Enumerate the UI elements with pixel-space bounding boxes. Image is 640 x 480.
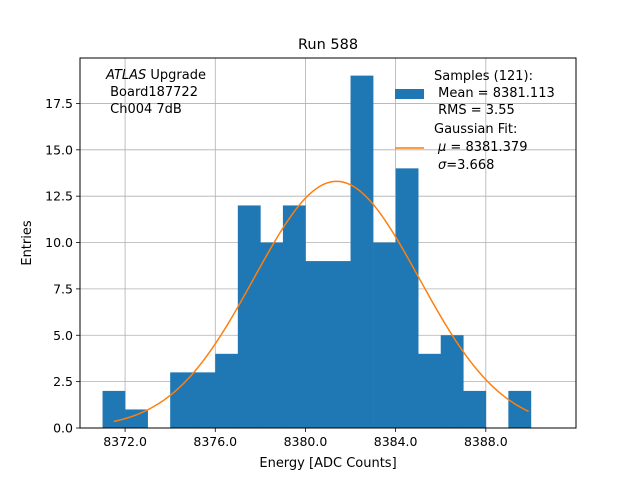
histogram-bar-4 <box>192 372 216 428</box>
legend-samples-title: Samples (121): <box>434 69 533 84</box>
legend-fit-sigma: σ=3.668 <box>438 158 494 173</box>
histogram-bar-18 <box>508 390 532 428</box>
x-axis-ticks: 8372.0 8376.0 8380.0 8384.0 8388.0 <box>103 428 508 449</box>
histogram-bar-3 <box>170 372 194 428</box>
x-tick-label-4: 8388.0 <box>464 434 508 449</box>
histogram-bar-6 <box>237 205 261 428</box>
histogram-bar-15 <box>440 335 464 428</box>
x-tick-label-0: 8372.0 <box>103 434 147 449</box>
annotation-line-2: Board187722 <box>106 85 198 100</box>
histogram-bar-13 <box>395 168 419 428</box>
histogram-bar-11 <box>350 75 374 428</box>
histogram-bar-10 <box>328 261 351 428</box>
y-tick-label-6: 15.0 <box>45 142 73 157</box>
histogram-bar-9 <box>305 261 329 428</box>
y-axis-ticks: 0.0 2.5 5.0 7.5 10.0 12.5 15.0 17.5 <box>45 96 80 436</box>
mu-value: = 8381.379 <box>446 140 527 155</box>
y-tick-label-3: 7.5 <box>53 281 73 296</box>
histogram-bar-14 <box>418 353 442 428</box>
legend-samples-swatch <box>395 89 424 99</box>
sigma-symbol: σ <box>438 158 447 173</box>
annotation-line-1: ATLAS Upgrade <box>105 68 206 83</box>
y-tick-label-0: 0.0 <box>53 421 73 436</box>
chart-title: Run 588 <box>298 37 358 53</box>
gaussian-fit-curve <box>113 180 529 423</box>
histogram-bar-7 <box>260 242 284 428</box>
atlas-label: ATLAS <box>105 68 146 83</box>
histogram-bar-16 <box>463 390 487 428</box>
histogram-bar-0 <box>102 390 126 428</box>
legend-fit-title: Gaussian Fit: <box>434 122 517 137</box>
y-tick-label-7: 17.5 <box>45 96 73 111</box>
legend-samples-mean: Mean = 8381.113 <box>434 86 555 101</box>
y-tick-label-5: 12.5 <box>45 189 73 204</box>
y-tick-label-1: 2.5 <box>53 374 73 389</box>
y-tick-label-2: 5.0 <box>53 328 73 343</box>
histogram-bar-8 <box>282 205 306 428</box>
y-tick-label-4: 10.0 <box>45 235 73 250</box>
plot-frame <box>79 57 577 429</box>
x-tick-label-3: 8384.0 <box>374 434 418 449</box>
legend-fit-mu: μ = 8381.379 <box>437 140 527 155</box>
x-tick-label-1: 8376.0 <box>193 434 237 449</box>
annotation-block: ATLAS Upgrade Board187722 Ch004 7dB <box>105 68 206 117</box>
upgrade-label: Upgrade <box>146 68 206 83</box>
y-axis-label: Entries <box>20 220 35 266</box>
annotation-line-3: Ch004 7dB <box>106 102 182 117</box>
histogram-bar-5 <box>215 353 239 428</box>
histogram-bar-1 <box>125 409 148 428</box>
gaussian-fit <box>113 180 529 423</box>
sigma-value: =3.668 <box>446 158 494 173</box>
mu-symbol: μ <box>437 140 446 155</box>
legend: Samples (121): Mean = 8381.113 RMS = 3.5… <box>395 69 555 173</box>
legend-samples-rms: RMS = 3.55 <box>434 103 515 118</box>
histogram-bars <box>102 75 532 428</box>
x-axis-label: Energy [ADC Counts] <box>259 456 396 471</box>
x-tick-label-2: 8380.0 <box>284 434 328 449</box>
histogram-bar-12 <box>373 242 396 428</box>
